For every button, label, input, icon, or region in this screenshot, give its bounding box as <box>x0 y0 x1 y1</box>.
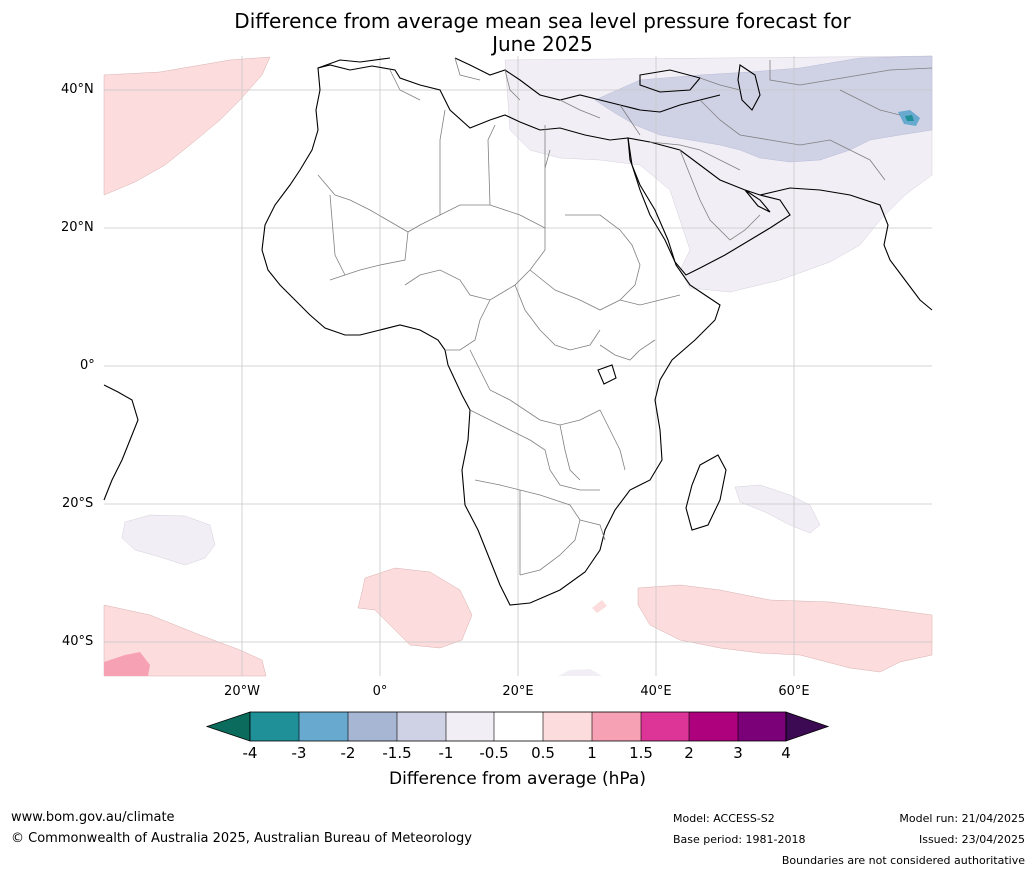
positive-anomaly-southwest-strong <box>104 652 150 676</box>
lon-label-40e: 40°E <box>640 684 672 699</box>
title-line-2: June 2025 <box>492 32 593 56</box>
country-borders <box>317 57 933 576</box>
lat-label-equator: 0° <box>80 358 95 373</box>
negative-anomaly-madagascar-east <box>734 484 821 534</box>
madagascar-coast <box>685 454 727 531</box>
negative-anomaly-south-atlantic <box>121 514 216 566</box>
coastlines <box>103 57 933 606</box>
colorbar-tick: 1.5 <box>629 744 653 762</box>
negative-anomaly-south <box>558 669 602 676</box>
colorbar-tick: -0.5 <box>479 744 509 762</box>
caspian-coast <box>737 64 761 111</box>
copyright-text: © Commonwealth of Australia 2025, Austra… <box>11 831 472 846</box>
lon-label-20e: 20°E <box>502 684 534 699</box>
lon-label-20w: 20°W <box>224 684 260 699</box>
lat-label-20n: 20°N <box>61 220 94 235</box>
colorbar-tick: 1 <box>587 744 597 762</box>
colorbar-bin-7 <box>543 712 592 741</box>
colorbar-bin-5 <box>446 712 494 741</box>
colorbar-bin-2 <box>299 712 348 741</box>
colorbar-bin-10 <box>689 712 738 741</box>
black-sea-coast <box>639 69 701 93</box>
lake-victoria <box>597 364 617 385</box>
colorbar-tick: -1.5 <box>382 744 412 762</box>
south-america-coast <box>103 384 139 501</box>
colorbar-bin-8 <box>592 712 641 741</box>
colorbar-tick: 4 <box>781 744 791 762</box>
base-period-text: Base period: 1981-2018 <box>673 833 806 846</box>
lat-label-40s: 40°S <box>62 634 94 649</box>
chart-title: Difference from average mean sea level p… <box>0 10 1035 56</box>
lon-label-60e: 60°E <box>778 684 810 699</box>
colorbar-bin-9 <box>641 712 689 741</box>
africa-coast <box>261 64 721 606</box>
issued-text: Issued: 23/04/2025 <box>918 833 1025 846</box>
colorbar-tick: 0.5 <box>531 744 555 762</box>
colorbar-over-triangle <box>785 711 830 742</box>
colorbar-tick: 3 <box>733 744 743 762</box>
europe-coast <box>317 57 721 113</box>
colorbar-bin-4 <box>397 712 446 741</box>
lat-label-20s: 20°S <box>62 496 94 511</box>
boundaries-disclaimer: Boundaries are not considered authoritat… <box>781 854 1025 867</box>
positive-anomaly-small <box>592 600 607 613</box>
anomaly-fields <box>103 55 933 677</box>
colorbar-bin-11 <box>738 712 786 741</box>
colorbar-tick: -1 <box>438 744 454 762</box>
positive-anomaly-indian-ocean <box>637 584 933 673</box>
colorbar <box>205 711 830 742</box>
colorbar-outline <box>249 711 787 742</box>
website-link[interactable]: www.bom.gov.au/climate <box>11 810 175 825</box>
arabia-coast <box>627 137 791 276</box>
asia-coast <box>759 187 933 311</box>
colorbar-tick: -3 <box>291 744 307 762</box>
colorbar-under-triangle <box>205 711 251 742</box>
negative-anomaly-himalaya-core <box>905 115 914 121</box>
graticule <box>104 56 932 676</box>
model-text: Model: ACCESS-S2 <box>673 812 775 825</box>
positive-anomaly-south-atlantic <box>357 567 473 649</box>
colorbar-tick: -2 <box>340 744 356 762</box>
title-line-1: Difference from average mean sea level p… <box>234 9 851 33</box>
positive-anomaly-north-atlantic <box>103 56 271 196</box>
lat-label-40n: 40°N <box>61 82 94 97</box>
colorbar-title: Difference from average (hPa) <box>389 769 646 789</box>
arabian-gulf <box>744 189 771 213</box>
colorbar-bin-1 <box>250 712 299 741</box>
lon-label-0: 0° <box>372 684 388 699</box>
colorbar-bin-3 <box>348 712 397 741</box>
colorbar-bin-6 <box>494 712 543 741</box>
colorbar-tick: -4 <box>242 744 258 762</box>
colorbar-tick: 2 <box>684 744 694 762</box>
model-run-text: Model run: 21/04/2025 <box>899 812 1025 825</box>
